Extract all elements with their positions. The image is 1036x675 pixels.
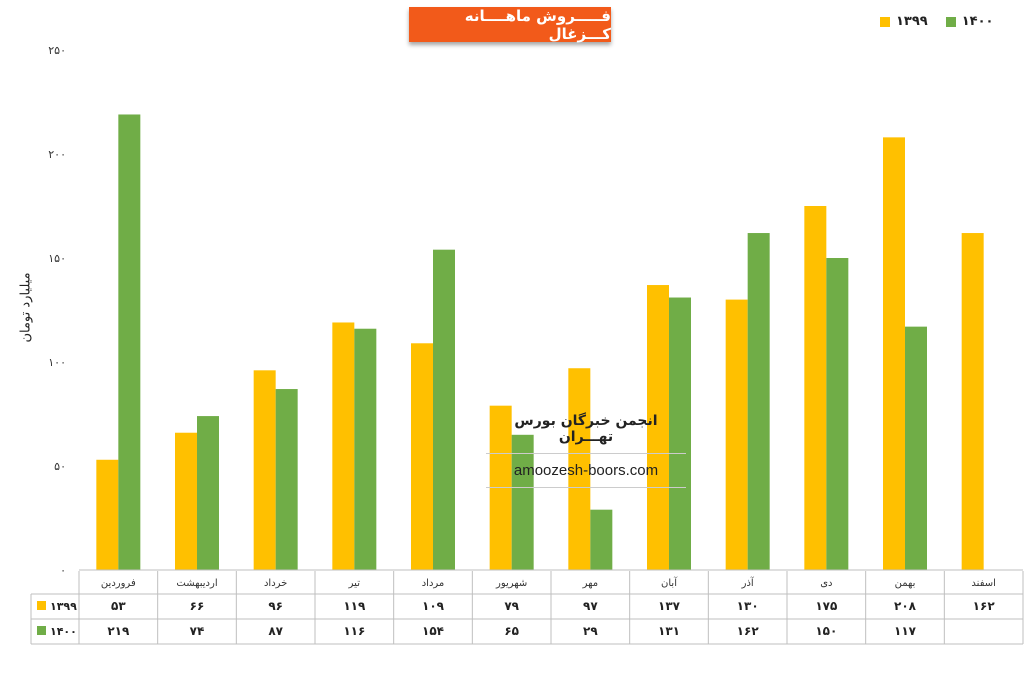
data-label: ۱۰۹: [422, 599, 445, 613]
table-series-label: ۱۳۹۹: [50, 600, 77, 613]
bar-1399: [332, 322, 355, 570]
data-label: ۷۹: [504, 599, 519, 613]
data-label: ۵۳: [111, 599, 126, 613]
data-label: ۲۱۹: [107, 624, 130, 638]
bar-1400: [747, 233, 770, 571]
legend-label-1400: ۱۴۰۰: [961, 14, 994, 29]
legend-label-1399: ۱۳۹۹: [896, 14, 928, 29]
legend-item-1400: ۱۴۰۰: [945, 14, 994, 29]
bar-1400: [511, 434, 534, 570]
y-tick-label: ۱۰۰: [48, 356, 66, 369]
data-label: ۱۱۹: [343, 599, 366, 613]
bar-1400: [275, 389, 298, 570]
bar-1399: [725, 299, 748, 570]
chart-title: فـــــروش ماهــــانه کـــزغال: [464, 6, 611, 43]
bar-1399: [961, 233, 984, 571]
table-series-label: ۱۴۰۰: [50, 625, 77, 638]
x-tick-label: آذر: [741, 576, 755, 589]
bar-1399: [804, 206, 827, 570]
data-label: ۱۵۴: [422, 624, 444, 638]
bar-1400: [197, 416, 219, 570]
x-tick-label: اسفند: [971, 578, 995, 589]
legend: ۱۳۹۹ ۱۴۰۰: [880, 14, 994, 29]
bar-1399: [568, 368, 591, 570]
bar-1399: [253, 370, 276, 570]
x-tick-label: مهر: [582, 578, 598, 589]
legend-swatch-1400: [945, 16, 956, 27]
watermark: انجمن خبرگان بورس تهـــران amoozesh-boor…: [486, 413, 686, 488]
data-label: ۱۷۵: [815, 599, 837, 613]
data-label: ۱۶۲: [737, 624, 760, 638]
x-tick-label: مرداد: [422, 578, 445, 589]
y-tick-label: ۰: [60, 564, 66, 577]
bar-1400: [118, 114, 141, 570]
data-label: ۱۳۱: [658, 624, 680, 638]
data-label: ۶۶: [190, 599, 205, 613]
watermark-title: انجمن خبرگان بورس تهـــران: [486, 413, 686, 454]
bar-1399: [883, 137, 905, 571]
x-tick-label: آبان: [661, 576, 678, 589]
table-legend-swatch: [37, 601, 46, 610]
bar-1400: [433, 249, 455, 570]
x-tick-label: فروردین: [101, 578, 136, 589]
bar-1400: [826, 258, 849, 570]
x-tick-label: اردیبهشت: [176, 578, 217, 589]
data-label: ۱۳۷: [658, 599, 681, 613]
bar-1399: [647, 285, 669, 570]
y-tick-label: ۱۵۰: [48, 252, 66, 265]
data-label: ۸۷: [268, 624, 283, 638]
data-label: ۱۶۲: [973, 599, 996, 613]
bar-1399: [175, 432, 197, 570]
data-label: ۹۷: [583, 599, 598, 613]
bar-1400: [590, 509, 613, 570]
bar-1400: [905, 326, 927, 570]
x-tick-label: تیر: [348, 578, 361, 589]
chart-title-box: فـــــروش ماهــــانه کـــزغال: [409, 6, 611, 43]
x-tick-label: شهریور: [495, 578, 527, 589]
x-tick-label: دی: [820, 578, 832, 589]
data-label: ۲۹: [583, 624, 598, 638]
data-label: ۲۰۸: [894, 599, 917, 613]
data-label: ۱۱۶: [343, 624, 365, 638]
data-label: ۱۵۰: [815, 624, 837, 638]
y-tick-label: ۲۵۰: [48, 44, 66, 57]
data-label: ۹۶: [268, 599, 283, 613]
bar-1400: [354, 328, 377, 570]
bar-1399: [411, 343, 433, 570]
watermark-url: amoozesh-boors.com: [486, 454, 686, 488]
x-tick-label: خرداد: [264, 578, 287, 589]
table-legend-swatch: [37, 626, 46, 635]
x-tick-label: بهمن: [895, 578, 916, 589]
data-label: ۶۵: [504, 624, 519, 638]
y-tick-label: ۲۰۰: [48, 148, 66, 161]
y-tick-label: ۵۰: [54, 460, 66, 473]
data-label: ۱۱۷: [894, 624, 917, 638]
data-label: ۱۳۰: [737, 599, 759, 613]
bar-1400: [669, 297, 691, 570]
data-label: ۷۴: [190, 624, 205, 638]
legend-swatch-1399: [880, 16, 890, 27]
bar-1399: [96, 459, 119, 570]
legend-item-1399: ۱۳۹۹: [880, 14, 928, 29]
